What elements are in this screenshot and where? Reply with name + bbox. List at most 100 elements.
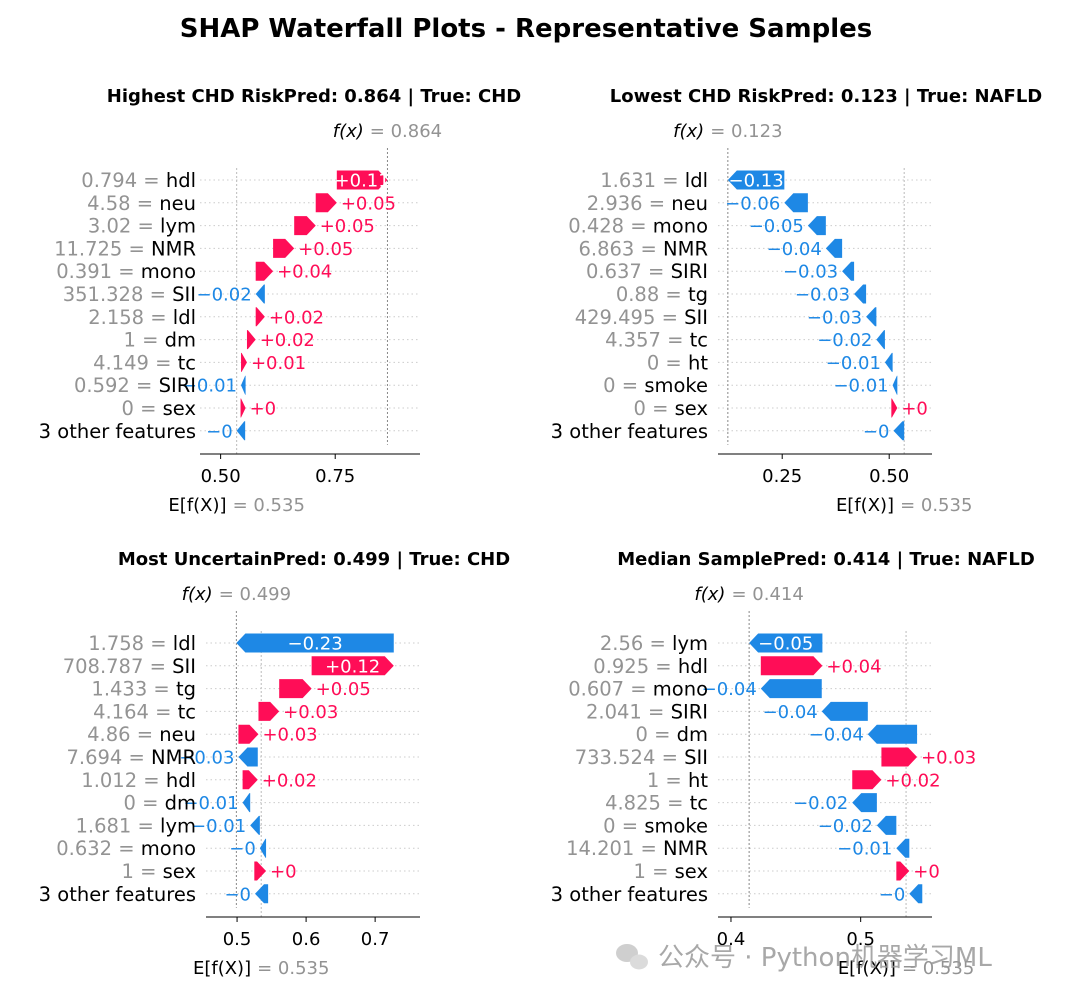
waterfall-bar [336, 170, 388, 190]
feature-label: 0 = dm [123, 792, 196, 815]
x-tick-label: 0.5 [223, 929, 252, 950]
x-tick-label: 0.6 [292, 929, 321, 950]
x-tick-label: 0.50 [201, 466, 241, 487]
contribution-label: −0.03 [807, 307, 862, 328]
waterfall-bar [236, 421, 246, 441]
contribution-label: −0.03 [179, 748, 234, 769]
feature-label: 0.428 = mono [568, 215, 708, 238]
waterfall-bar [315, 193, 337, 213]
panel-title: Highest CHD RiskPred: 0.864 | True: CHD [107, 86, 521, 107]
feature-label: 1.433 = tg [91, 678, 196, 701]
feature-label: 0 = ht [647, 351, 709, 374]
feature-label: 4.86 = neu [87, 723, 196, 746]
contribution-label: −0.04 [763, 702, 818, 723]
contribution-label: +0.05 [316, 679, 371, 700]
x-tick-label: 0.75 [315, 466, 355, 487]
waterfall-bar [876, 330, 885, 350]
feature-label: 1.012 = hdl [81, 769, 196, 792]
contribution-label: +0 [913, 862, 940, 883]
contribution-label: −0.01 [833, 376, 888, 397]
x-tick-label: 0.7 [361, 929, 390, 950]
waterfall-panel-1: Highest CHD RiskPred: 0.864 | True: CHD f… [39, 86, 522, 516]
feature-label: 351.328 = SII [63, 283, 196, 306]
waterfall-bar [242, 793, 251, 813]
waterfall-panel-2: Lowest CHD RiskPred: 0.123 | True: NAFLD… [551, 86, 1043, 516]
contribution-label: −0 [224, 884, 251, 905]
contribution-label: +0.05 [341, 193, 396, 214]
contribution-label: +0.04 [277, 262, 332, 283]
waterfall-bar [892, 375, 898, 395]
waterfall-bar [238, 747, 258, 767]
watermark-logo [616, 944, 648, 970]
waterfall-bar [238, 724, 259, 744]
feature-label: 1 = dm [123, 329, 196, 352]
waterfall-bar [255, 261, 274, 281]
waterfall-bar [893, 421, 905, 441]
feature-label: 3 other features [39, 883, 196, 906]
feature-label: 3 other features [551, 883, 708, 906]
waterfall-bar [254, 861, 267, 881]
feature-label: 11.725 = NMR [54, 237, 196, 260]
waterfall-bar [867, 724, 918, 744]
watermark-text: 公众号 · Python机器学习ML [658, 943, 992, 973]
feature-label: 1.758 = ldl [88, 632, 196, 655]
feature-label: 0 = sex [121, 397, 196, 420]
contribution-label: −0.01 [183, 793, 238, 814]
feature-label: 4.58 = neu [87, 192, 196, 215]
feature-label: 1.631 = ldl [600, 169, 708, 192]
waterfall-bar [241, 375, 246, 395]
feature-label: 0.925 = hdl [593, 655, 708, 678]
waterfall-bar [242, 770, 258, 790]
base-value-label: E[f(X)] = 0.535 [168, 495, 304, 516]
feature-label: 1 = sex [121, 860, 196, 883]
waterfall-bar [821, 701, 868, 721]
contribution-label: −0.04 [809, 725, 864, 746]
waterfall-bar [294, 216, 316, 236]
contribution-label: +0.04 [826, 656, 881, 677]
feature-label: 0.88 = tg [616, 283, 708, 306]
waterfall-bar [727, 170, 785, 190]
contribution-label: −0.04 [767, 239, 822, 260]
base-value-label: E[f(X)] = 0.535 [838, 958, 974, 979]
feature-label: 14.201 = NMR [566, 837, 708, 860]
feature-label: 4.357 = tc [605, 329, 708, 352]
contribution-label: +0.11 [335, 171, 390, 192]
waterfall-bar [881, 747, 918, 767]
contribution-label: +0.02 [260, 330, 315, 351]
waterfall-bar [876, 815, 897, 835]
waterfall-bar [760, 656, 823, 676]
fx-label: f(x) = 0.864 [333, 121, 442, 142]
contribution-label: −0.06 [725, 193, 780, 214]
contribution-label: +0 [901, 399, 928, 420]
x-tick-label: 0.5 [846, 929, 875, 950]
figure-title: SHAP Waterfall Plots - Representative Sa… [180, 14, 873, 44]
contribution-label: −0.02 [817, 330, 872, 351]
contribution-label: +0 [270, 862, 297, 883]
panel-title: Most UncertainPred: 0.499 | True: CHD [118, 549, 510, 570]
waterfall-bar [311, 656, 394, 676]
panel-title: Median SamplePred: 0.414 | True: NAFLD [617, 549, 1035, 570]
feature-label: 0 = smoke [603, 814, 708, 837]
contribution-label: −0.04 [702, 679, 757, 700]
waterfall-bar [760, 679, 822, 699]
waterfall-bar [884, 352, 893, 372]
feature-label: 733.524 = SII [575, 746, 708, 769]
contribution-label: +0.12 [325, 656, 380, 677]
waterfall-bar [255, 884, 269, 904]
contribution-label: +0.03 [283, 702, 338, 723]
waterfall-bar [259, 838, 267, 858]
feature-label: 6.863 = NMR [578, 237, 708, 260]
fx-label: f(x) = 0.499 [182, 584, 291, 605]
waterfall-bar [258, 701, 280, 721]
feature-label: 0.632 = mono [56, 837, 196, 860]
waterfall-bar [255, 307, 265, 327]
contribution-label: −0.03 [795, 285, 850, 306]
feature-label: 0.637 = SIRI [586, 260, 708, 283]
feature-label: 4.825 = tc [605, 792, 708, 815]
waterfall-bar [255, 284, 265, 304]
contribution-label: −0.02 [793, 793, 848, 814]
feature-label: 0.592 = SIRI [74, 374, 196, 397]
contribution-label: +0.05 [298, 239, 353, 260]
feature-label: 7.694 = NMR [66, 746, 196, 769]
waterfall-bar [273, 238, 295, 258]
